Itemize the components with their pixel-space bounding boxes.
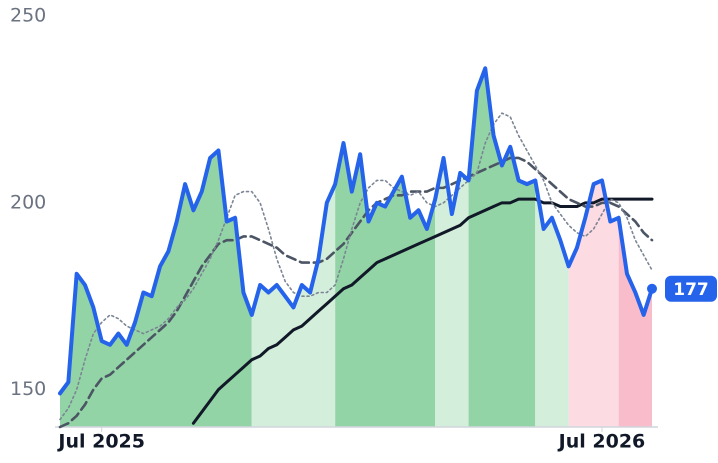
- last-value-badge: [665, 275, 717, 302]
- last-point: [647, 283, 657, 294]
- x-tick-label: Jul 2025: [56, 431, 145, 453]
- zone-area: [60, 150, 252, 427]
- zone-area: [435, 157, 469, 427]
- zone-area: [468, 68, 536, 428]
- zone-area: [568, 180, 619, 427]
- y-tick-label: 250: [10, 5, 46, 27]
- x-tick-label: Jul 2026: [557, 431, 646, 453]
- y-tick-label: 200: [10, 191, 46, 213]
- zone-area: [618, 217, 652, 427]
- last-value-label: 177: [673, 280, 709, 300]
- zone-area: [335, 143, 436, 427]
- zone-area: [251, 184, 336, 427]
- series-line: [191, 197, 654, 425]
- series-line: [58, 156, 654, 429]
- series-line: [59, 112, 653, 421]
- y-tick-label: 150: [10, 378, 46, 400]
- series-line: [58, 66, 654, 396]
